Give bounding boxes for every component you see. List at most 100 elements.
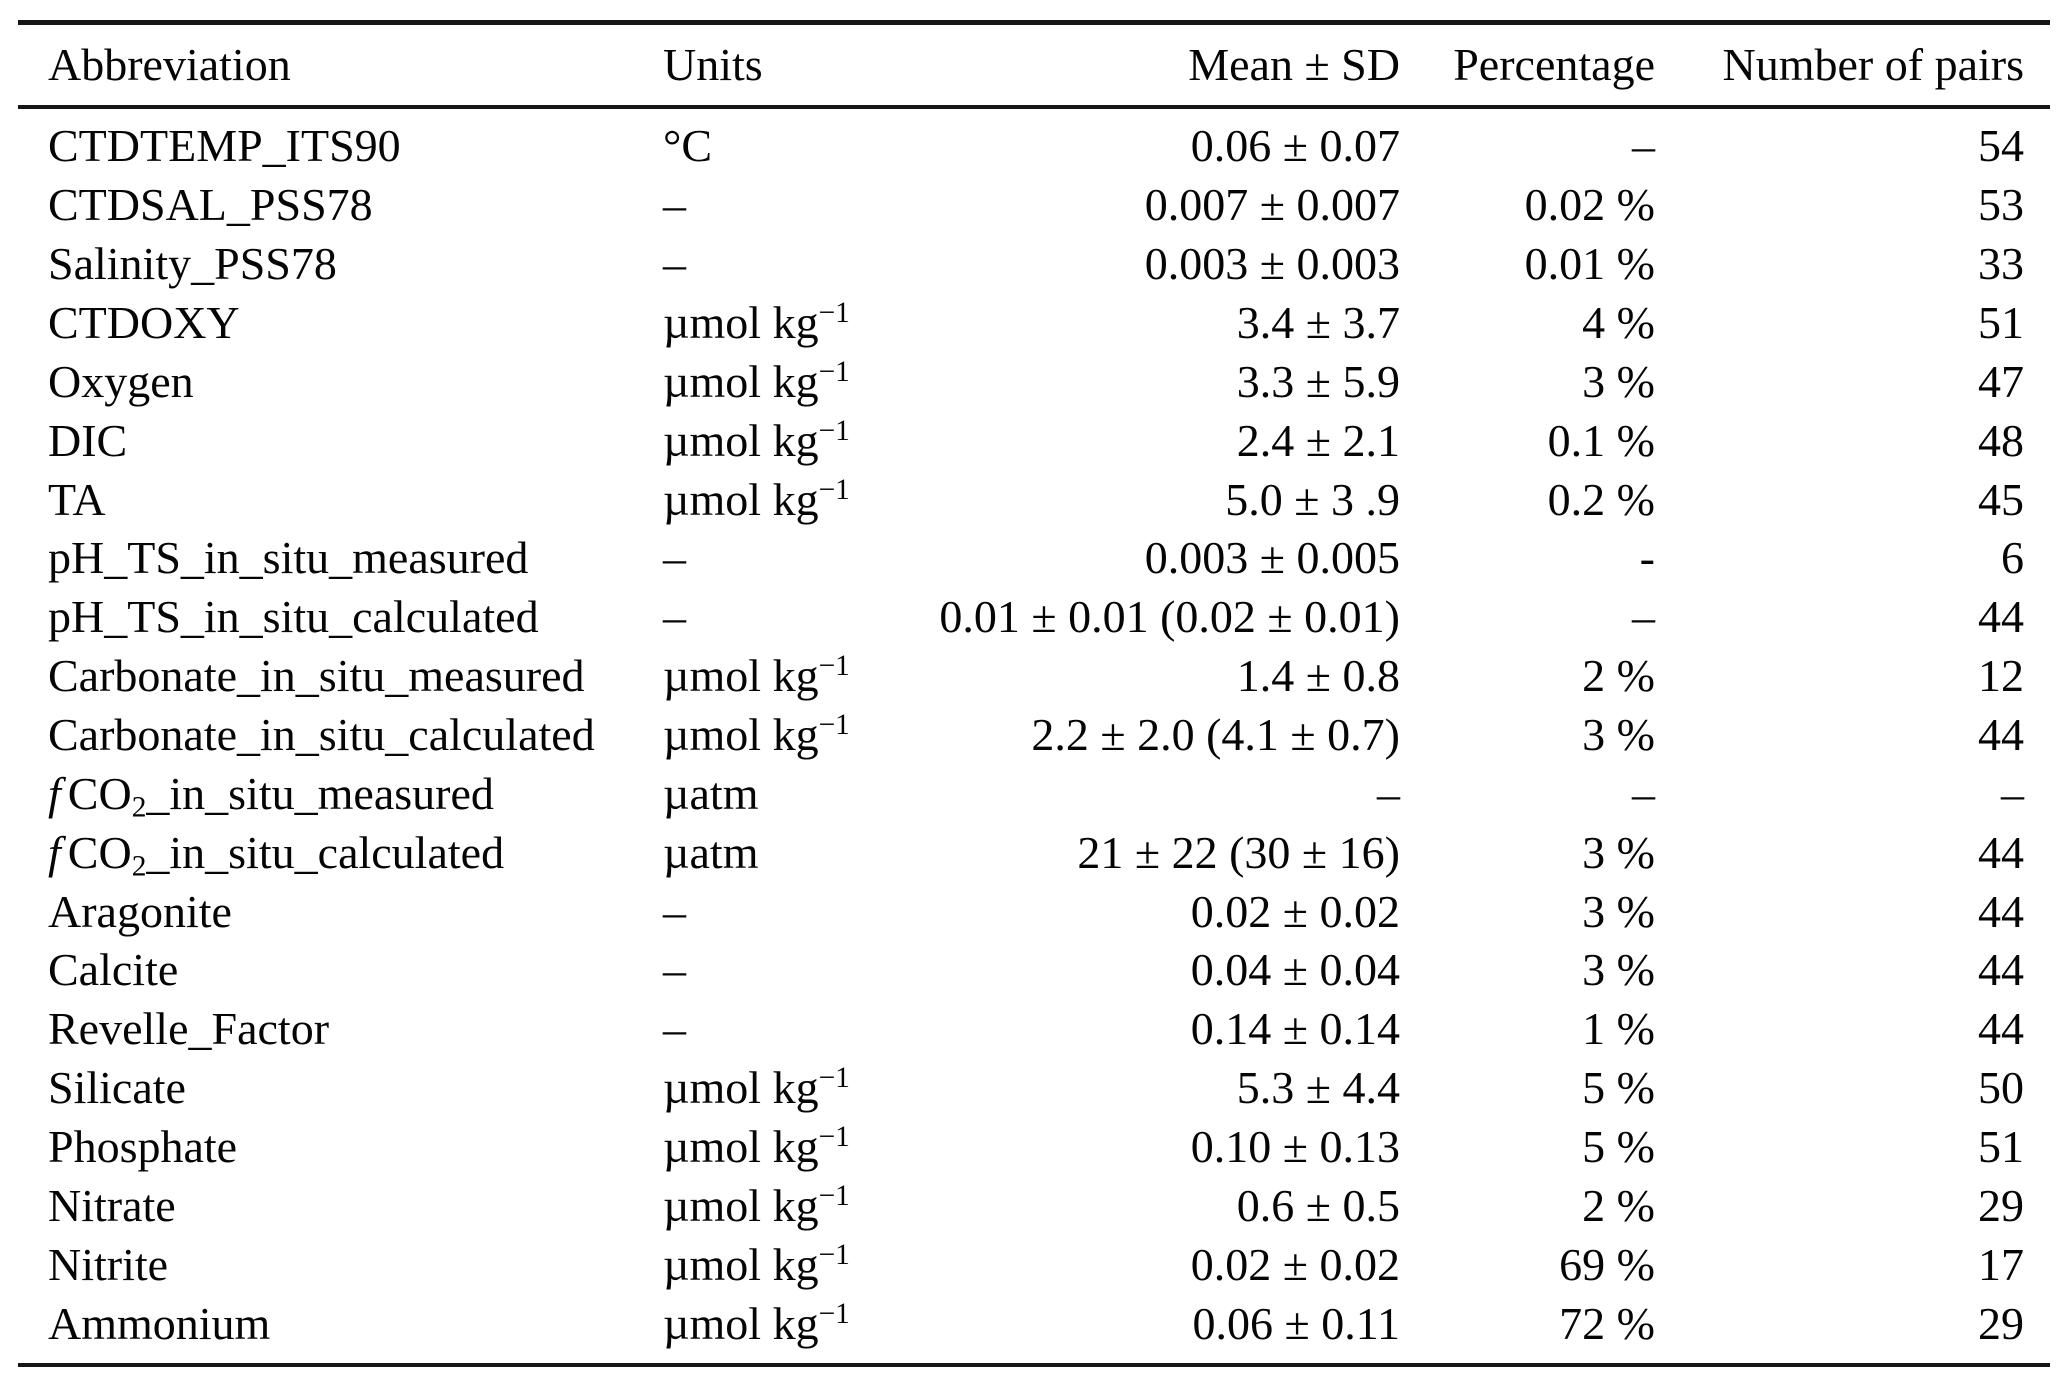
table-row: Nitrate µmol kg−1 0.6 ± 0.5 2 % 29	[18, 1176, 2050, 1235]
abbreviation-cell: Phosphate	[18, 1123, 663, 1170]
percentage-cell: 3 %	[1582, 355, 1655, 407]
percentage-cell: 5 %	[1582, 1120, 1655, 1172]
mean-sd-cell: 0.01 ± 0.01 (0.02 ± 0.01)	[939, 591, 1400, 643]
number-of-pairs-cell: 29	[1978, 1297, 2024, 1349]
mean-sd-cell: 0.02 ± 0.02	[1190, 885, 1400, 937]
mean-sd-cell: 0.003 ± 0.005	[1144, 532, 1400, 584]
mean-sd-cell: 5.3 ± 4.4	[1236, 1062, 1400, 1114]
abbreviation-italic-prefix: f	[48, 767, 61, 819]
abbreviation-base: CO	[67, 767, 132, 819]
number-of-pairs-cell: 29	[1978, 1179, 2024, 1231]
mean-sd-cell: 0.007 ± 0.007	[1144, 179, 1400, 231]
abbreviation-cell: Revelle_Factor	[18, 1006, 663, 1052]
mean-sd-cell: 0.10 ± 0.13	[1190, 1120, 1400, 1172]
abbreviation-cell: CTDOXY	[18, 299, 663, 346]
column-header-abbreviation: Abbreviation	[48, 39, 291, 90]
table-row: Nitrite µmol kg−1 0.02 ± 0.02 69 % 17	[18, 1235, 2050, 1294]
table-row: Revelle_Factor – 0.14 ± 0.14 1 % 44	[18, 1000, 2050, 1059]
abbreviation-suffix: _in_situ_calculated	[146, 826, 505, 878]
units-cell: –	[663, 1006, 878, 1052]
unit-exponent: −1	[818, 1120, 850, 1153]
units-cell: µmol kg−1	[663, 649, 878, 699]
table-row: Ammonium µmol kg−1 0.06 ± 0.11 72 % 29	[18, 1294, 2050, 1353]
abbreviation-subscript: 2	[131, 850, 147, 883]
table-row: pH_TS_in_situ_calculated – 0.01 ± 0.01 (…	[18, 588, 2050, 647]
mean-sd-cell: 0.6 ± 0.5	[1236, 1179, 1400, 1231]
number-of-pairs-cell: 17	[1978, 1238, 2024, 1290]
percentage-cell: 69 %	[1559, 1238, 1655, 1290]
abbreviation-cell: CTDTEMP_ITS90	[18, 123, 663, 169]
mean-sd-cell: 5.0 ± 3 .9	[1225, 473, 1400, 525]
mean-sd-cell: –	[1377, 767, 1400, 819]
number-of-pairs-cell: 44	[1978, 885, 2024, 937]
abbreviation-base: Aragonite	[48, 885, 232, 937]
column-header-number-of-pairs: Number of pairs	[1722, 39, 2024, 90]
unit-base: µmol kg	[663, 296, 819, 348]
unit-base: µatm	[663, 767, 759, 819]
abbreviation-cell: Salinity_PSS78	[18, 241, 663, 287]
percentage-cell: 3 %	[1582, 708, 1655, 760]
number-of-pairs-cell: 44	[1978, 708, 2024, 760]
mean-sd-cell: 0.02 ± 0.02	[1190, 1238, 1400, 1290]
column-header-percentage: Percentage	[1453, 39, 1655, 90]
table-row: Carbonate_in_situ_calculated µmol kg−1 2…	[18, 706, 2050, 765]
abbreviation-base: pH_TS_in_situ_measured	[48, 532, 529, 584]
mean-sd-cell: 1.4 ± 0.8	[1236, 650, 1400, 702]
abbreviation-suffix: _in_situ_measured	[146, 767, 494, 819]
number-of-pairs-cell: 51	[1978, 296, 2024, 348]
table-row: Calcite – 0.04 ± 0.04 3 % 44	[18, 941, 2050, 1000]
units-cell: µatm	[663, 767, 878, 819]
mean-sd-cell: 0.14 ± 0.14	[1190, 1003, 1400, 1055]
unit-base: °C	[663, 120, 713, 172]
units-cell: µmol kg−1	[663, 1181, 878, 1229]
unit-exponent: −1	[818, 649, 850, 682]
abbreviation-cell: Carbonate_in_situ_calculated	[18, 711, 663, 758]
units-cell: –	[663, 888, 878, 935]
number-of-pairs-cell: 50	[1978, 1062, 2024, 1114]
percentage-cell: 1 %	[1582, 1003, 1655, 1055]
abbreviation-base: Nitrite	[48, 1238, 169, 1290]
number-of-pairs-cell: 51	[1978, 1120, 2024, 1172]
number-of-pairs-cell: –	[2001, 767, 2024, 819]
abbreviation-base: Ammonium	[48, 1297, 271, 1349]
units-cell: µmol kg−1	[663, 355, 878, 407]
mean-sd-cell: 3.4 ± 3.7	[1236, 296, 1400, 348]
mean-sd-cell: 0.06 ± 0.07	[1190, 120, 1400, 172]
units-cell: –	[663, 182, 878, 228]
units-cell: µmol kg−1	[663, 473, 878, 525]
mean-sd-cell: 2.2 ± 2.0 (4.1 ± 0.7)	[1031, 708, 1400, 760]
units-cell: µmol kg−1	[663, 1299, 878, 1347]
unit-base: µmol kg	[663, 355, 819, 407]
table-row: Salinity_PSS78 – 0.003 ± 0.003 0.01 % 33	[18, 235, 2050, 294]
units-cell: –	[663, 535, 878, 581]
units-cell: µatm	[663, 829, 878, 876]
abbreviation-base: CTDSAL_PSS78	[48, 179, 373, 231]
units-cell: µmol kg−1	[663, 710, 878, 758]
percentage-cell: 2 %	[1582, 1179, 1655, 1231]
percentage-cell: –	[1632, 591, 1655, 643]
table-row: Carbonate_in_situ_measured µmol kg−1 1.4…	[18, 647, 2050, 706]
table-row: Aragonite – 0.02 ± 0.02 3 % 44	[18, 882, 2050, 941]
abbreviation-base: DIC	[48, 414, 128, 466]
number-of-pairs-cell: 44	[1978, 1003, 2024, 1055]
table-top-rule	[18, 20, 2050, 25]
unit-exponent: −1	[818, 1061, 850, 1094]
units-cell: °C	[663, 123, 878, 169]
abbreviation-cell: Aragonite	[18, 885, 663, 937]
abbreviation-italic-prefix: f	[48, 826, 61, 878]
unit-base: –	[663, 944, 686, 996]
units-cell: –	[663, 241, 878, 287]
abbreviation-cell: CTDSAL_PSS78	[18, 182, 663, 228]
abbreviation-cell: Nitrite	[18, 1238, 663, 1290]
units-cell: µmol kg−1	[663, 296, 878, 348]
unit-exponent: −1	[818, 414, 850, 447]
unit-base: µmol kg	[663, 1062, 819, 1114]
abbreviation-base: Nitrate	[48, 1179, 176, 1231]
mean-sd-cell: 3.3 ± 5.9	[1236, 355, 1400, 407]
percentage-cell: 72 %	[1559, 1297, 1655, 1349]
abbreviation-cell: f CO2_in_situ_measured	[18, 767, 663, 822]
number-of-pairs-cell: 44	[1978, 826, 2024, 878]
units-cell: µmol kg−1	[663, 1061, 878, 1114]
unit-base: µmol kg	[663, 473, 819, 525]
